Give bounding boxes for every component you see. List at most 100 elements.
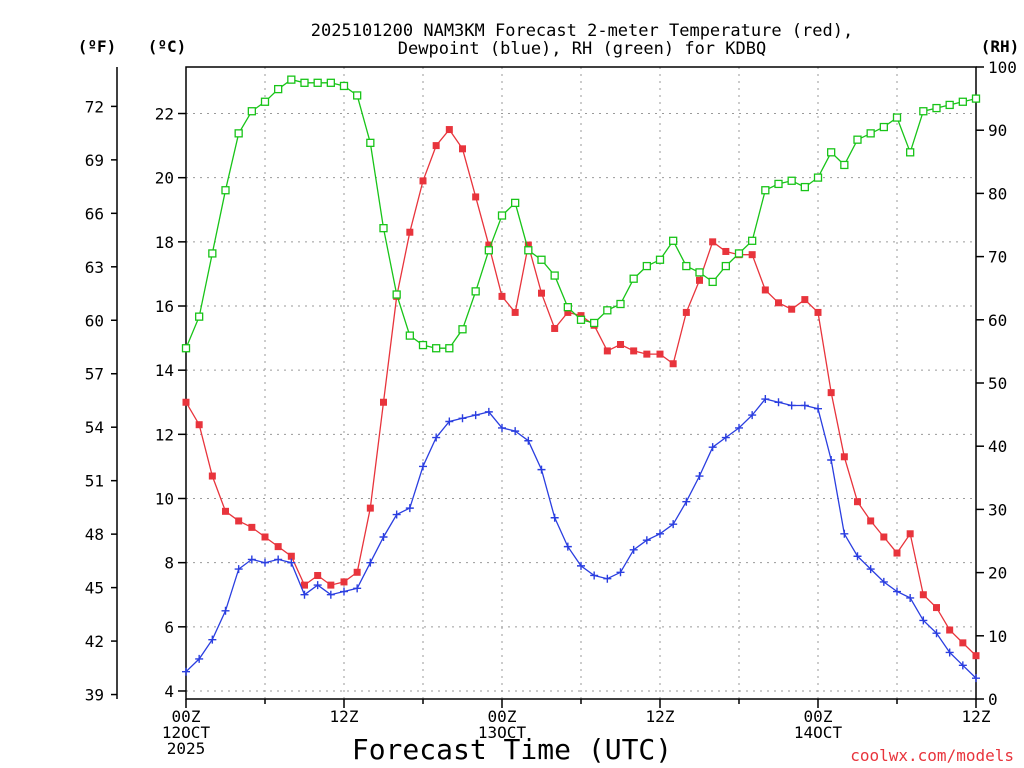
data-point	[208, 249, 217, 258]
data-point	[221, 606, 230, 615]
data-point	[840, 453, 848, 461]
fahrenheit-tick-label: 54	[85, 418, 104, 437]
data-point	[472, 193, 480, 201]
data-point	[537, 255, 546, 264]
data-point	[339, 81, 349, 91]
data-point	[313, 581, 322, 590]
fahrenheit-tick-label: 39	[85, 686, 104, 705]
data-point	[498, 292, 506, 300]
data-point	[326, 590, 335, 599]
data-point	[182, 398, 190, 406]
data-point	[853, 135, 862, 144]
data-point	[550, 513, 559, 522]
data-point	[775, 299, 782, 307]
rh-tick-label: 0	[988, 690, 998, 709]
data-point	[629, 545, 638, 554]
data-point	[458, 325, 467, 334]
rh-tick-label: 30	[988, 500, 1007, 519]
data-point	[445, 126, 453, 134]
fahrenheit-tick-label: 72	[85, 97, 104, 116]
data-point	[564, 308, 572, 316]
data-point	[893, 587, 901, 596]
data-point	[181, 344, 191, 353]
chart-title-line1: 2025101200 NAM3KM Forecast 2-meter Tempe…	[311, 21, 853, 41]
data-point	[695, 268, 704, 277]
data-point	[972, 652, 980, 660]
data-point	[314, 571, 322, 579]
rh-tick-label: 90	[988, 121, 1007, 140]
data-point	[933, 604, 940, 612]
data-point	[366, 504, 374, 512]
data-point	[287, 558, 296, 567]
data-point	[932, 103, 941, 113]
celsius-tick-label: 22	[155, 105, 174, 124]
data-point	[234, 565, 243, 574]
data-point	[260, 97, 270, 106]
data-point	[945, 100, 954, 110]
x-tick-label: 14OCT	[794, 723, 843, 742]
data-point	[524, 436, 533, 445]
data-point	[484, 246, 493, 255]
data-point	[827, 148, 836, 157]
data-point	[906, 530, 914, 538]
data-point	[405, 504, 414, 513]
data-point	[695, 472, 704, 481]
data-point	[471, 287, 480, 296]
data-point	[761, 186, 770, 195]
data-point	[708, 443, 717, 452]
data-point	[445, 344, 454, 353]
data-point	[392, 510, 401, 519]
data-point	[195, 421, 203, 429]
data-point	[340, 578, 348, 586]
data-point	[458, 414, 467, 423]
grid-lines	[186, 67, 976, 699]
data-point	[405, 331, 414, 340]
x-tick-label: 2025	[167, 739, 206, 758]
data-point	[866, 565, 875, 574]
data-point	[524, 246, 533, 255]
data-point	[722, 247, 730, 255]
data-point	[182, 667, 190, 676]
data-point	[867, 517, 875, 525]
data-point	[484, 407, 493, 416]
data-point	[445, 417, 454, 426]
data-point	[222, 507, 229, 515]
data-point	[538, 289, 545, 297]
fahrenheit-tick-label: 63	[85, 258, 104, 277]
fahrenheit-tick-label: 60	[85, 311, 104, 330]
data-point	[511, 308, 519, 316]
data-point	[511, 198, 520, 208]
data-point	[392, 290, 401, 299]
data-point	[748, 236, 757, 245]
data-point	[418, 340, 428, 350]
celsius-tick-label: 4	[164, 682, 174, 701]
rh-tick-label: 60	[988, 311, 1007, 330]
data-point	[274, 84, 283, 94]
data-point	[524, 241, 532, 249]
data-point	[313, 78, 322, 87]
rh-tick-label: 10	[988, 627, 1007, 646]
data-point	[195, 654, 204, 663]
data-point	[419, 462, 427, 471]
rh-tick-label: 50	[988, 374, 1007, 393]
rh-tick-label: 70	[988, 248, 1007, 267]
rh-tick-label: 80	[988, 184, 1007, 203]
data-point	[892, 113, 902, 122]
data-point	[801, 296, 809, 304]
data-point	[655, 255, 665, 264]
data-point	[353, 91, 362, 100]
data-point	[235, 517, 243, 525]
data-point	[919, 616, 928, 625]
data-point	[577, 312, 585, 320]
data-point	[471, 411, 480, 420]
data-point	[669, 360, 677, 368]
data-point	[300, 590, 309, 599]
data-point	[630, 347, 638, 355]
data-point	[906, 593, 915, 602]
fahrenheit-tick-label: 57	[85, 365, 104, 384]
data-point	[497, 211, 507, 220]
data-point	[721, 261, 730, 271]
data-point	[353, 568, 361, 576]
data-point	[906, 148, 915, 157]
data-point	[550, 271, 559, 280]
